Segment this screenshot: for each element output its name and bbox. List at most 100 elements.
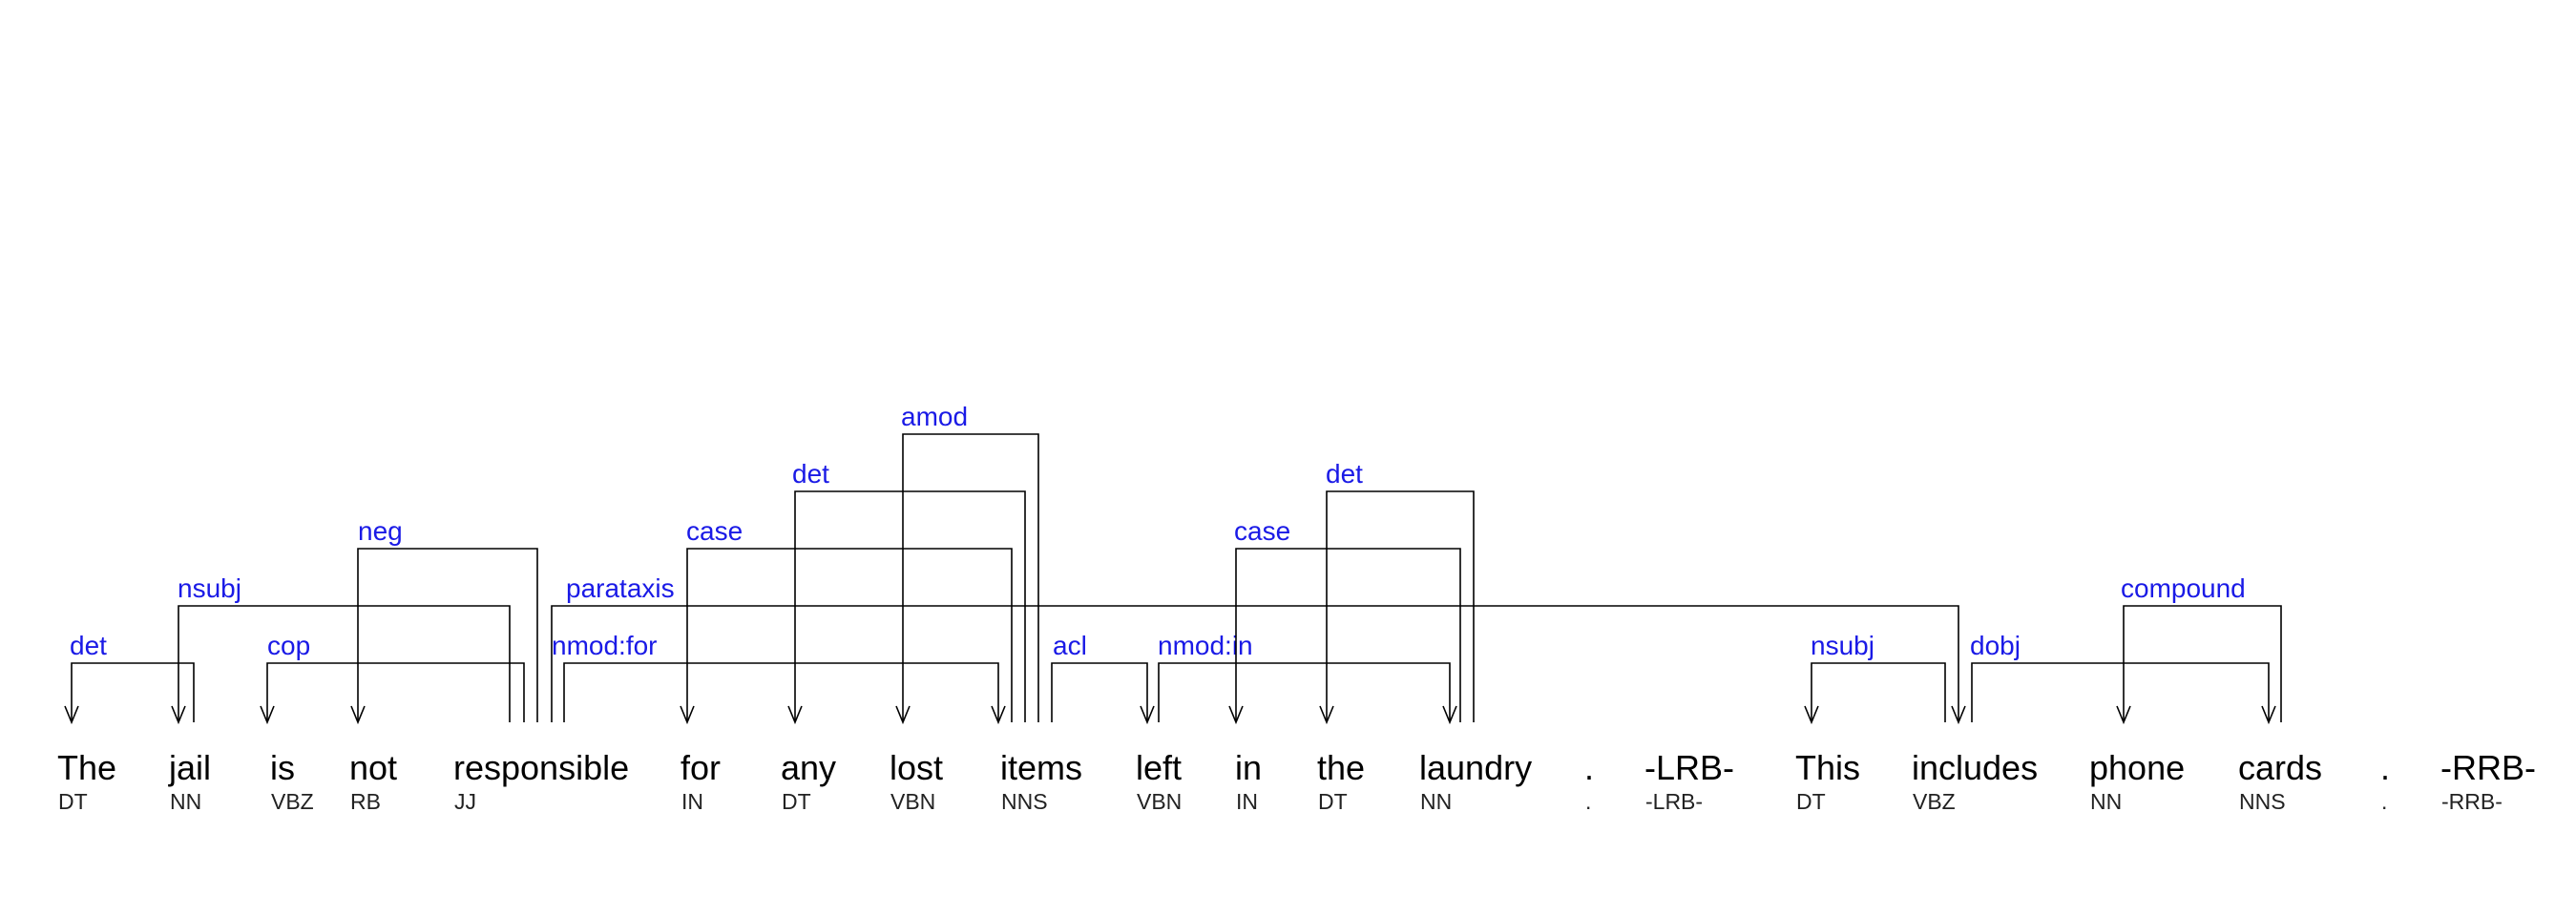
- arrowhead-icon: [260, 705, 275, 725]
- arrowhead-icon: [680, 705, 695, 725]
- arc-line: [794, 490, 1026, 722]
- arrowhead-icon: [171, 705, 186, 725]
- relation-label: nmod:for: [552, 631, 658, 660]
- arrowhead-icon: [991, 705, 1006, 725]
- token-pos-tag: .: [2381, 789, 2387, 814]
- relation-label: det: [792, 459, 829, 489]
- token-word: -RRB-: [2440, 748, 2536, 787]
- relation-label: neg: [358, 516, 403, 546]
- token-row: TheDTjailNNisVBZnotRBresponsibleJJforINa…: [57, 748, 2536, 814]
- dependency-arc: nmod:in: [1158, 631, 1457, 725]
- relation-label: nsubj: [178, 573, 241, 603]
- token-pos-tag: NN: [1420, 789, 1452, 814]
- token-word: in: [1235, 748, 1262, 787]
- token-word: -LRB-: [1644, 748, 1734, 787]
- token-word: includes: [1912, 748, 2038, 787]
- token-word: is: [270, 748, 295, 787]
- arrowhead-icon: [1951, 705, 1966, 725]
- arc-line: [1326, 490, 1475, 722]
- dependency-arc: dobj: [1970, 631, 2276, 725]
- arc-line: [1158, 662, 1451, 722]
- arrowhead-icon: [895, 705, 911, 725]
- arc-line: [357, 548, 538, 722]
- relation-label: compound: [2121, 573, 2246, 603]
- token-pos-tag: NN: [170, 789, 201, 814]
- token-word: .: [2380, 748, 2390, 787]
- token-word: phone: [2089, 748, 2185, 787]
- token-pos-tag: .: [1585, 789, 1591, 814]
- token-pos-tag: DT: [1318, 789, 1348, 814]
- arc-line: [902, 433, 1039, 722]
- token-word: This: [1795, 748, 1860, 787]
- arc-line: [71, 662, 195, 722]
- dependency-arc: det: [1319, 459, 1475, 725]
- token-word: not: [349, 748, 397, 787]
- arrowhead-icon: [2261, 705, 2276, 725]
- token-word: any: [781, 748, 836, 787]
- arc-line: [686, 548, 1013, 722]
- arrowhead-icon: [2116, 705, 2131, 725]
- token-word: lost: [890, 748, 943, 787]
- arc-line: [1971, 662, 2270, 722]
- token-pos-tag: NNS: [1001, 789, 1048, 814]
- relation-label: nsubj: [1811, 631, 1874, 660]
- dependency-arc: det: [64, 631, 195, 725]
- dependency-arc: case: [1228, 516, 1461, 725]
- arc-line: [2123, 605, 2282, 722]
- arc-line: [266, 662, 525, 722]
- token-word: items: [1000, 748, 1082, 787]
- arc-line: [1235, 548, 1461, 722]
- token-pos-tag: VBZ: [271, 789, 314, 814]
- token-pos-tag: RB: [350, 789, 381, 814]
- token-word: The: [57, 748, 116, 787]
- token-pos-tag: DT: [1796, 789, 1826, 814]
- arc-line: [1051, 662, 1148, 722]
- dependency-arcs: det nsubj cop neg parataxis nmod:for case det am…: [64, 402, 2282, 725]
- dependency-arc: det: [787, 459, 1026, 725]
- relation-label: case: [686, 516, 743, 546]
- arrowhead-icon: [64, 705, 79, 725]
- dependency-arc: cop: [260, 631, 525, 725]
- arrowhead-icon: [1228, 705, 1244, 725]
- token-word: responsible: [453, 748, 629, 787]
- arrowhead-icon: [787, 705, 803, 725]
- token-pos-tag: IN: [681, 789, 703, 814]
- dependency-arc: nsubj: [1804, 631, 1946, 725]
- relation-label: nmod:in: [1158, 631, 1253, 660]
- arrowhead-icon: [1319, 705, 1334, 725]
- relation-label: det: [1326, 459, 1363, 489]
- token-pos-tag: -RRB-: [2441, 789, 2503, 814]
- arc-line: [563, 662, 999, 722]
- relation-label: case: [1234, 516, 1290, 546]
- token-word: left: [1136, 748, 1182, 787]
- token-word: for: [681, 748, 721, 787]
- token-pos-tag: IN: [1236, 789, 1258, 814]
- relation-label: det: [70, 631, 107, 660]
- arrowhead-icon: [350, 705, 366, 725]
- relation-label: acl: [1053, 631, 1087, 660]
- token-word: jail: [168, 748, 211, 787]
- relation-label: parataxis: [566, 573, 675, 603]
- token-pos-tag: DT: [58, 789, 88, 814]
- dependency-arc: acl: [1051, 631, 1155, 725]
- token-pos-tag: -LRB-: [1645, 789, 1703, 814]
- token-pos-tag: VBN: [890, 789, 935, 814]
- arc-line: [551, 605, 1959, 722]
- token-pos-tag: JJ: [454, 789, 476, 814]
- arrowhead-icon: [1140, 705, 1155, 725]
- token-word: the: [1317, 748, 1365, 787]
- token-pos-tag: DT: [782, 789, 811, 814]
- arc-line: [178, 605, 511, 722]
- arc-line: [1811, 662, 1946, 722]
- dependency-arc: amod: [895, 402, 1039, 725]
- token-pos-tag: NNS: [2239, 789, 2286, 814]
- token-word: laundry: [1419, 748, 1532, 787]
- dependency-arc: nsubj: [171, 573, 511, 725]
- arrowhead-icon: [1804, 705, 1819, 725]
- dependency-arc: case: [680, 516, 1013, 725]
- relation-label: cop: [267, 631, 310, 660]
- relation-label: amod: [901, 402, 968, 431]
- dependency-arc: compound: [2116, 573, 2282, 725]
- arrowhead-icon: [1442, 705, 1457, 725]
